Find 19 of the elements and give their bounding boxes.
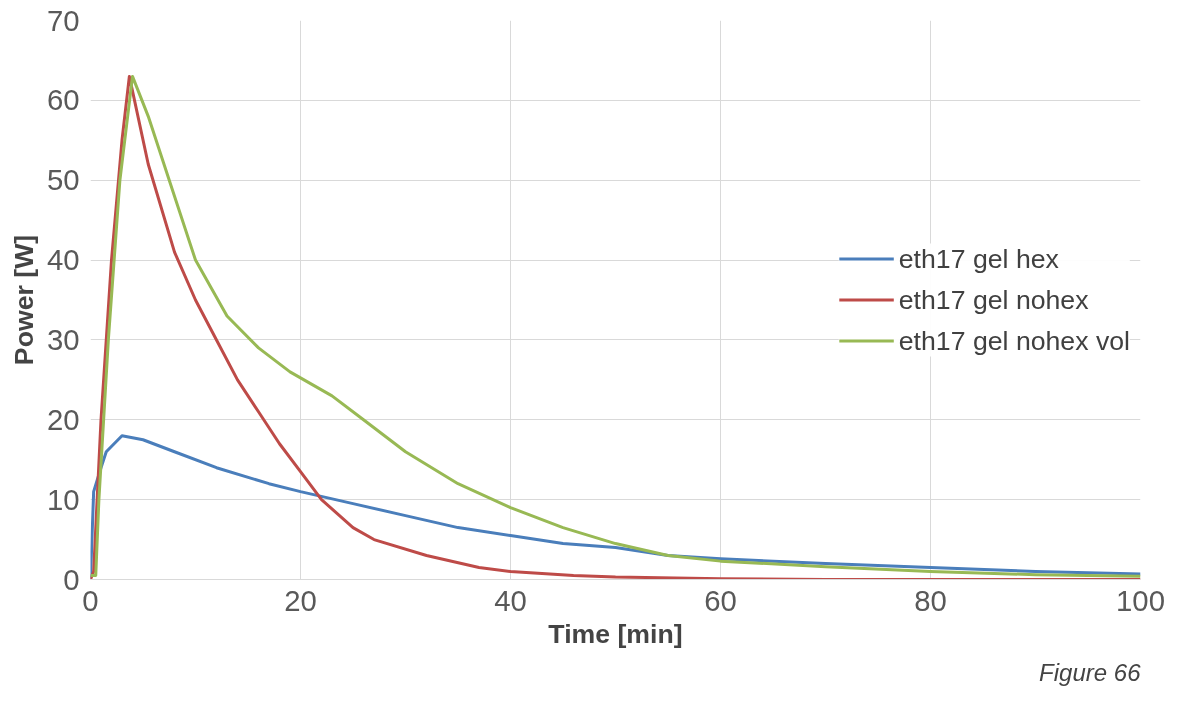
x-tick-label: 20 [284,583,317,617]
y-tick-label: 20 [46,402,80,436]
y-tick-label: 70 [46,3,80,37]
y-tick-label: 40 [46,243,80,277]
legend-label: eth17 gel hex [898,243,1059,274]
legend-label: eth17 gel nohex [898,284,1089,315]
y-axis-title: Power [W] [8,234,39,366]
x-tick-label: 100 [1116,583,1165,617]
caption: Figure 66 [1039,658,1142,686]
y-tick-label: 0 [63,562,80,596]
x-axis-title: Time [min] [548,618,683,649]
y-tick-label: 60 [46,83,80,117]
x-tick-label: 80 [914,583,947,617]
y-tick-label: 10 [46,482,80,516]
x-tick-label: 60 [704,583,737,617]
y-tick-label: 30 [46,322,80,356]
x-tick-label: 40 [494,583,527,617]
y-tick-label: 50 [46,163,80,197]
legend-label: eth17 gel nohex vol [898,325,1130,356]
